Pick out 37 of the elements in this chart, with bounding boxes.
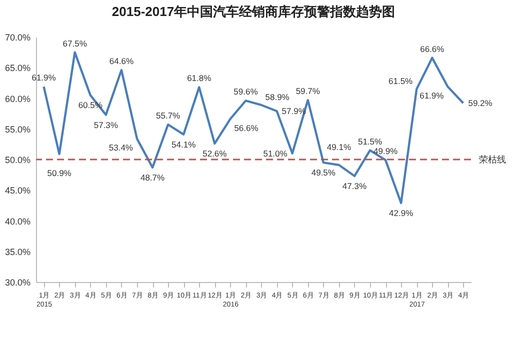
y-tick-label: 40.0%	[4, 216, 30, 226]
data-label: 49.5%	[311, 168, 336, 178]
data-label: 66.6%	[420, 44, 445, 54]
data-label: 42.9%	[389, 208, 414, 218]
chart-title: 2015-2017年中国汽车经销商库存预警指数趋势图	[112, 4, 396, 19]
y-tick-label: 30.0%	[4, 278, 30, 288]
data-label: 55.7%	[156, 110, 181, 121]
data-label: 51.5%	[358, 136, 383, 146]
data-label: 54.1%	[172, 139, 196, 150]
data-label: 61.9%	[420, 90, 444, 101]
data-label: 50.9%	[47, 168, 72, 178]
y-tick-label: 35.0%	[4, 246, 30, 257]
data-label: 53.4%	[108, 142, 134, 153]
y-tick-label: 65.0%	[4, 63, 30, 74]
data-label: 61.9%	[32, 72, 56, 83]
data-label: 48.7%	[140, 172, 166, 182]
y-tick-label: 60.0%	[4, 94, 30, 104]
data-label: 58.9%	[265, 92, 290, 102]
y-tick-label: 55.0%	[4, 124, 30, 134]
data-label: 47.3%	[342, 181, 367, 192]
data-label: 61.5%	[388, 76, 414, 86]
y-tick-label: 45.0%	[4, 186, 30, 196]
data-label: 57.3%	[94, 120, 118, 130]
data-label: 59.2%	[468, 98, 493, 108]
data-label: 59.7%	[296, 86, 320, 96]
data-label: 59.6%	[234, 86, 258, 97]
data-label: 67.5%	[62, 38, 88, 48]
data-label: 52.6%	[202, 148, 228, 159]
data-label: 64.6%	[109, 56, 134, 66]
data-label: 56.6%	[234, 123, 259, 134]
y-tick-label: 70.0%	[4, 32, 30, 42]
data-label: 49.9%	[374, 146, 398, 156]
data-label: 61.8%	[187, 73, 212, 84]
data-label: 49.1%	[326, 142, 352, 152]
data-label: 51.0%	[263, 148, 288, 158]
ref-line-label: 荣枯线	[479, 154, 506, 164]
y-tick-label: 50.0%	[4, 155, 30, 165]
